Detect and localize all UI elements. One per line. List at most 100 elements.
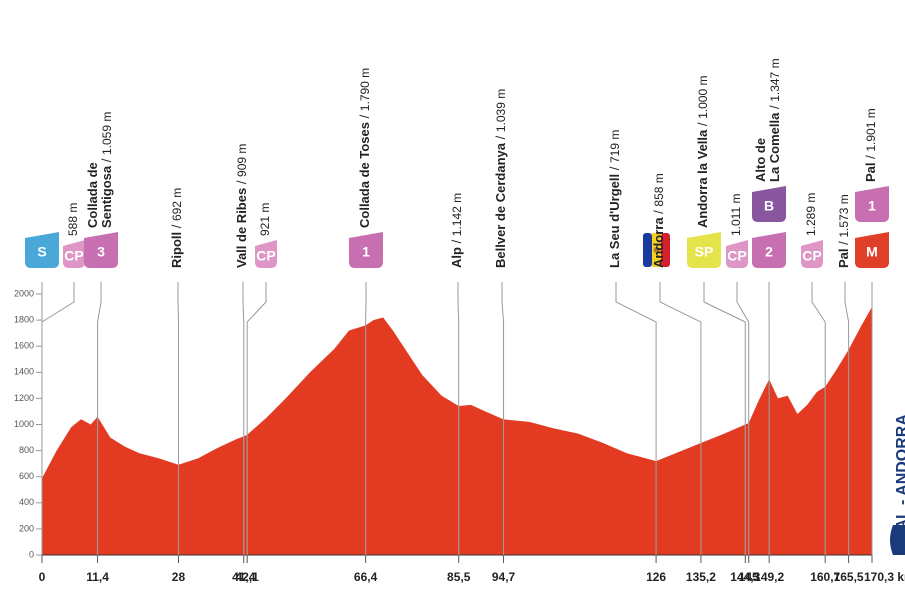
x-tick-label: 144,3 [730, 570, 760, 584]
marker-name: Andorra [651, 217, 666, 268]
separator: / [695, 119, 710, 130]
x-tick-label: 28 [172, 570, 186, 584]
badge-shape [25, 232, 59, 268]
separator: / [99, 155, 114, 166]
marker-label: Collada de Toses / 1.790 m [357, 68, 372, 228]
marker-label: Alto deLa Comella / 1.347 m [753, 58, 782, 182]
marker-name: Alto de [753, 138, 768, 182]
marker-elevation: 1.059 m [100, 112, 114, 155]
x-tick-label: 41,4 [232, 570, 256, 584]
leader-line [811, 282, 826, 555]
marker-name: Pal [863, 162, 878, 182]
y-tick-label: 1200 [14, 393, 34, 403]
marker-elevation: 1.039 m [494, 89, 508, 132]
x-tick-label: 0 [39, 570, 46, 584]
marker-label: Andorra la Vella / 1.000 m [695, 76, 710, 228]
leader-line [41, 282, 75, 555]
badge: 2 [752, 232, 786, 268]
x-tick-label: 66,4 [354, 570, 378, 584]
marker-name: Sentigosa [99, 165, 114, 228]
leader-line [242, 282, 245, 555]
y-tick-label: 200 [19, 523, 34, 533]
y-tick-label: 1000 [14, 419, 34, 429]
x-tick-label: 85,5 [447, 570, 471, 584]
leader-line [457, 282, 460, 555]
marker-label: Andorra / 858 m [651, 173, 666, 268]
badge: M [855, 232, 889, 268]
marker-label: Pal / 1.573 m [836, 194, 851, 268]
marker-name: Andorra la Vella [695, 129, 710, 228]
marker-label: 588 m [66, 203, 80, 236]
separator: / [449, 236, 464, 247]
badge-label: CP [802, 248, 821, 264]
x-tick-label: 42,1 [236, 570, 260, 584]
y-tick-label: 600 [19, 471, 34, 481]
badge-label: SP [695, 244, 714, 260]
logo-shape [890, 525, 905, 555]
marker-name: La Seu d'Urgell [607, 174, 622, 268]
separator: / [234, 177, 249, 188]
separator: / [607, 163, 622, 174]
separator: / [493, 132, 508, 143]
badge-label: 1 [868, 198, 876, 214]
marker-name: Collada de Toses [357, 122, 372, 228]
badge-label: CP [256, 248, 275, 264]
profile-area [42, 306, 872, 555]
leader-line [703, 282, 746, 555]
y-tick-label: 1400 [14, 367, 34, 377]
side-title: PAL - ANDORRA [894, 414, 905, 540]
marker-label: Ripoll / 692 m [169, 188, 184, 268]
marker-elevation: 1.000 m [696, 76, 710, 119]
marker-elevation: 1.573 m [837, 194, 851, 237]
badge-label: B [764, 198, 774, 214]
y-tick-label: 800 [19, 445, 34, 455]
marker-name: Bellver de Cerdanya [493, 142, 508, 268]
separator: / [651, 207, 666, 218]
marker-elevation: 921 m [258, 203, 272, 236]
leader-line [615, 282, 657, 555]
marker-elevation: 1.347 m [768, 58, 782, 101]
x-tick-label: 160,7 [810, 570, 840, 584]
marker-label: Bellver de Cerdanya / 1.039 m [493, 89, 508, 268]
badge-shape [801, 240, 823, 268]
y-tick-label: 2000 [14, 288, 34, 298]
marker-label: Vall de Ribes / 909 m [234, 144, 249, 268]
marker-elevation: 588 m [66, 203, 80, 236]
marker-label: 921 m [258, 203, 272, 236]
marker-name: Vall de Ribes [234, 188, 249, 268]
marker-elevation: 1.901 m [864, 108, 878, 151]
badge: CP [726, 240, 748, 268]
x-tick-label: 170,3 km [864, 570, 905, 584]
badge-shape [752, 232, 786, 268]
badge: B [752, 186, 786, 222]
marker-label: Collada deSentigosa / 1.059 m [85, 112, 114, 228]
marker-elevation: 1.011 m [729, 194, 743, 236]
marker-elevation: 1.289 m [804, 193, 818, 236]
marker-label: Alp / 1.142 m [449, 193, 464, 268]
badge-label: M [866, 244, 878, 260]
badge: CP [63, 240, 85, 268]
marker-elevation: 1.790 m [358, 68, 372, 111]
badge-label: CP [727, 248, 746, 264]
leader-line [659, 282, 702, 555]
badge-label: 1 [362, 244, 370, 260]
marker-elevation: 858 m [652, 173, 666, 206]
marker-name: Pal [836, 248, 851, 268]
marker-elevation: 909 m [235, 144, 249, 177]
separator: / [836, 238, 851, 249]
x-tick-label: 135,2 [686, 570, 716, 584]
x-tick-label: 11,4 [86, 570, 109, 584]
marker-label: Pal / 1.901 m [863, 108, 878, 182]
leader-line [97, 282, 102, 555]
separator: / [357, 111, 372, 122]
badge-label: 2 [765, 244, 773, 260]
badge-shape [726, 240, 748, 268]
badge: SP [687, 232, 721, 268]
badge-shape [687, 232, 721, 268]
separator: / [169, 221, 184, 232]
marker-label: 1.289 m [804, 193, 818, 236]
y-tick-label: 1600 [14, 341, 34, 351]
badge-shape [63, 240, 85, 268]
marker-label: 1.011 m [729, 194, 743, 236]
